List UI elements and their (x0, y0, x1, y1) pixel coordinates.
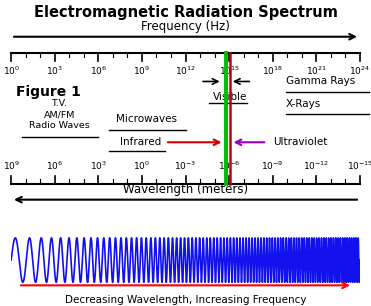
Text: Figure 1: Figure 1 (16, 85, 81, 99)
Text: Electromagnetic Radiation Spectrum: Electromagnetic Radiation Spectrum (33, 5, 338, 20)
Text: $10^{21}$: $10^{21}$ (306, 64, 327, 77)
Text: Infrared: Infrared (120, 137, 161, 147)
Text: $10^{0}$: $10^{0}$ (3, 64, 20, 77)
Text: $10^{-15}$: $10^{-15}$ (347, 160, 371, 172)
Text: Ultraviolet: Ultraviolet (273, 137, 327, 147)
Text: $10^{15}$: $10^{15}$ (219, 64, 240, 77)
Text: Microwaves: Microwaves (116, 114, 177, 124)
Text: Visible: Visible (213, 92, 247, 102)
Text: $10^{9}$: $10^{9}$ (133, 64, 151, 77)
Text: $10^{-3}$: $10^{-3}$ (174, 160, 197, 172)
Text: $10^{18}$: $10^{18}$ (262, 64, 283, 77)
Text: $10^{-6}$: $10^{-6}$ (218, 160, 240, 172)
Text: $10^{-9}$: $10^{-9}$ (262, 160, 284, 172)
Text: $10^{24}$: $10^{24}$ (349, 64, 371, 77)
Text: $10^{0}$: $10^{0}$ (133, 160, 151, 172)
Text: $10^{3}$: $10^{3}$ (90, 160, 107, 172)
Text: $10^{6}$: $10^{6}$ (90, 64, 107, 77)
Text: Gamma Rays: Gamma Rays (286, 76, 355, 87)
Text: T.V.
AM/FM
Radio Waves: T.V. AM/FM Radio Waves (29, 99, 90, 130)
Text: $10^{3}$: $10^{3}$ (46, 64, 63, 77)
Text: $10^{12}$: $10^{12}$ (175, 64, 196, 77)
Text: X-Rays: X-Rays (286, 99, 321, 110)
Text: Wavelength (meters): Wavelength (meters) (123, 183, 248, 196)
Text: $10^{9}$: $10^{9}$ (3, 160, 20, 172)
Text: Decreasing Wavelength, Increasing Frequency: Decreasing Wavelength, Increasing Freque… (65, 295, 306, 305)
Text: $10^{6}$: $10^{6}$ (46, 160, 63, 172)
Text: $10^{-12}$: $10^{-12}$ (303, 160, 329, 172)
Text: Frequency (Hz): Frequency (Hz) (141, 20, 230, 33)
